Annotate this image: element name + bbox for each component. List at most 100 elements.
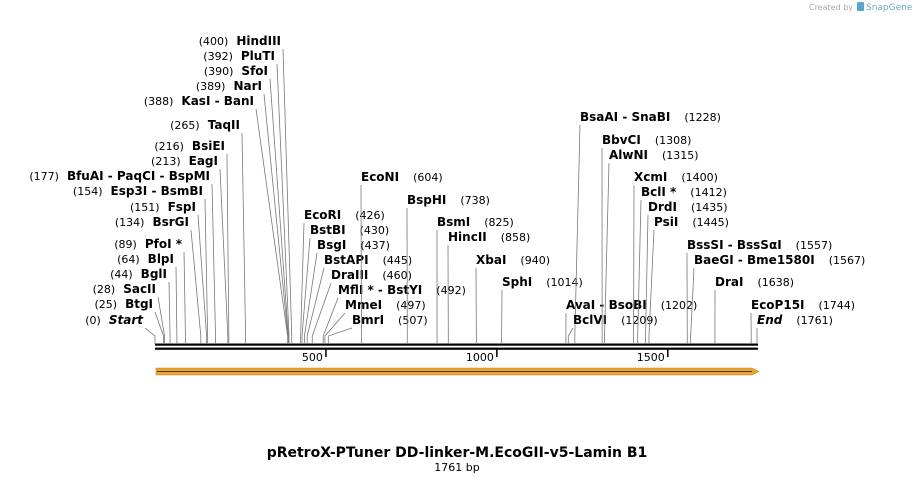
cut-position: (1412) xyxy=(690,186,727,199)
cut-position: (858) xyxy=(501,231,531,244)
cut-position: (1744) xyxy=(819,299,856,312)
cut-position: (265) xyxy=(170,119,200,132)
cut-position: (1202) xyxy=(661,299,698,312)
cut-site-line xyxy=(690,267,695,344)
cut-position: (940) xyxy=(520,254,550,267)
cut-position: (497) xyxy=(396,299,426,312)
enzyme-name: BclVI xyxy=(573,313,607,327)
cut-site-line xyxy=(255,108,289,344)
cut-site-line xyxy=(301,237,311,344)
enzyme-name: BbvCI xyxy=(602,133,641,147)
length-label: 1761 bp xyxy=(434,461,479,474)
cut-site-line xyxy=(175,266,178,344)
enzyme-name: AvaI - BsoBI xyxy=(566,298,647,312)
enzyme-name: EcoP15I xyxy=(751,298,805,312)
cut-position: (1638) xyxy=(757,276,794,289)
cut-position: (1315) xyxy=(662,149,699,162)
cut-site-line xyxy=(226,153,230,344)
cut-position: (1228) xyxy=(684,111,721,124)
enzyme-name: PluTI xyxy=(241,49,275,63)
cut-position: (1435) xyxy=(691,201,728,214)
enzyme-name: EcoRI xyxy=(304,208,341,222)
cut-site-line xyxy=(300,222,305,344)
cut-position: (437) xyxy=(360,239,390,252)
cut-position: (0) xyxy=(85,314,101,327)
enzyme-name: BsgI xyxy=(317,238,346,252)
enzyme-name: BtgI xyxy=(125,297,153,311)
tick-label: 1000 xyxy=(466,351,494,364)
cut-site-line xyxy=(322,297,339,344)
enzyme-name: NarI xyxy=(233,79,262,93)
enzyme-name: MmeI xyxy=(345,298,382,312)
cut-site-line xyxy=(648,229,655,344)
enzyme-name: Esp3I - BsmBI xyxy=(111,184,203,198)
cut-site-line xyxy=(197,214,208,344)
enzyme-name: SphI xyxy=(502,275,532,289)
cut-position: (1557) xyxy=(796,239,833,252)
cut-site-line xyxy=(241,132,246,344)
cut-position: (134) xyxy=(115,216,145,229)
backbone-top xyxy=(155,343,758,346)
enzyme-name: TaqII xyxy=(208,118,240,132)
cut-position: (216) xyxy=(154,140,184,153)
enzyme-name: FspI xyxy=(168,200,196,214)
cut-position: (825) xyxy=(484,216,514,229)
cut-position: (492) xyxy=(436,284,466,297)
enzyme-name: BglI xyxy=(141,267,167,281)
enzyme-name: PsiI xyxy=(654,215,678,229)
cut-site-line xyxy=(154,311,164,344)
cut-site-line xyxy=(604,162,610,344)
tick-label: 1500 xyxy=(637,351,665,364)
cut-position: (400) xyxy=(199,35,229,48)
cut-position: (604) xyxy=(413,171,443,184)
cut-position: (1014) xyxy=(546,276,583,289)
enzyme-name: BstAPI xyxy=(324,253,369,267)
cut-site-line xyxy=(574,124,581,344)
enzyme-name: DraI xyxy=(715,275,743,289)
cut-site-line xyxy=(219,168,229,344)
cut-site-line xyxy=(637,199,642,344)
enzyme-name: BlpI xyxy=(148,252,174,266)
cut-position: (1567) xyxy=(829,254,866,267)
enzyme-name: DrdI xyxy=(648,200,677,214)
enzyme-name: BspHI xyxy=(407,193,446,207)
enzyme-name: BclI * xyxy=(641,185,677,199)
backbone-bottom xyxy=(155,347,758,350)
cut-site-line xyxy=(324,312,346,344)
cut-position: (388) xyxy=(144,95,174,108)
cut-site-line xyxy=(211,183,216,344)
cut-position: (738) xyxy=(460,194,490,207)
enzyme-name: EcoNI xyxy=(361,170,399,184)
cut-position: (1400) xyxy=(681,171,718,184)
enzyme-name: BaeGI - Bme1580I xyxy=(694,253,815,267)
enzyme-name: SfoI xyxy=(241,64,268,78)
enzyme-name: SacII xyxy=(123,282,156,296)
cut-position: (1761) xyxy=(796,314,833,327)
cut-position: (426) xyxy=(355,209,385,222)
cut-position: (154) xyxy=(73,185,103,198)
enzyme-name: End xyxy=(757,313,783,327)
enzyme-name: PfoI * xyxy=(145,237,183,251)
cut-position: (1308) xyxy=(655,134,692,147)
cut-position: (460) xyxy=(382,269,412,282)
title: pRetroX-PTuner DD-linker-M.EcoGII-v5-Lam… xyxy=(267,445,648,461)
enzyme-name: KasI - BanI xyxy=(181,94,254,108)
watermark-prefix: Created by xyxy=(809,3,853,12)
watermark-brand: SnapGene xyxy=(866,3,913,13)
cut-position: (177) xyxy=(29,170,59,183)
cut-site-line xyxy=(183,251,186,344)
enzyme-name: AlwNI xyxy=(609,148,648,162)
cut-position: (151) xyxy=(130,201,160,214)
enzyme-name: HincII xyxy=(448,230,487,244)
cut-position: (389) xyxy=(196,80,226,93)
cut-site-line xyxy=(269,78,289,344)
enzyme-name: BsaAI - SnaBI xyxy=(580,110,670,124)
cut-position: (445) xyxy=(383,254,413,267)
cut-site-line xyxy=(311,282,332,344)
cut-position: (28) xyxy=(93,283,116,296)
cut-position: (64) xyxy=(117,253,140,266)
enzyme-name: BssSI - BssSαI xyxy=(687,238,782,252)
cut-position: (507) xyxy=(398,314,428,327)
enzyme-name: BmrI xyxy=(352,313,384,327)
